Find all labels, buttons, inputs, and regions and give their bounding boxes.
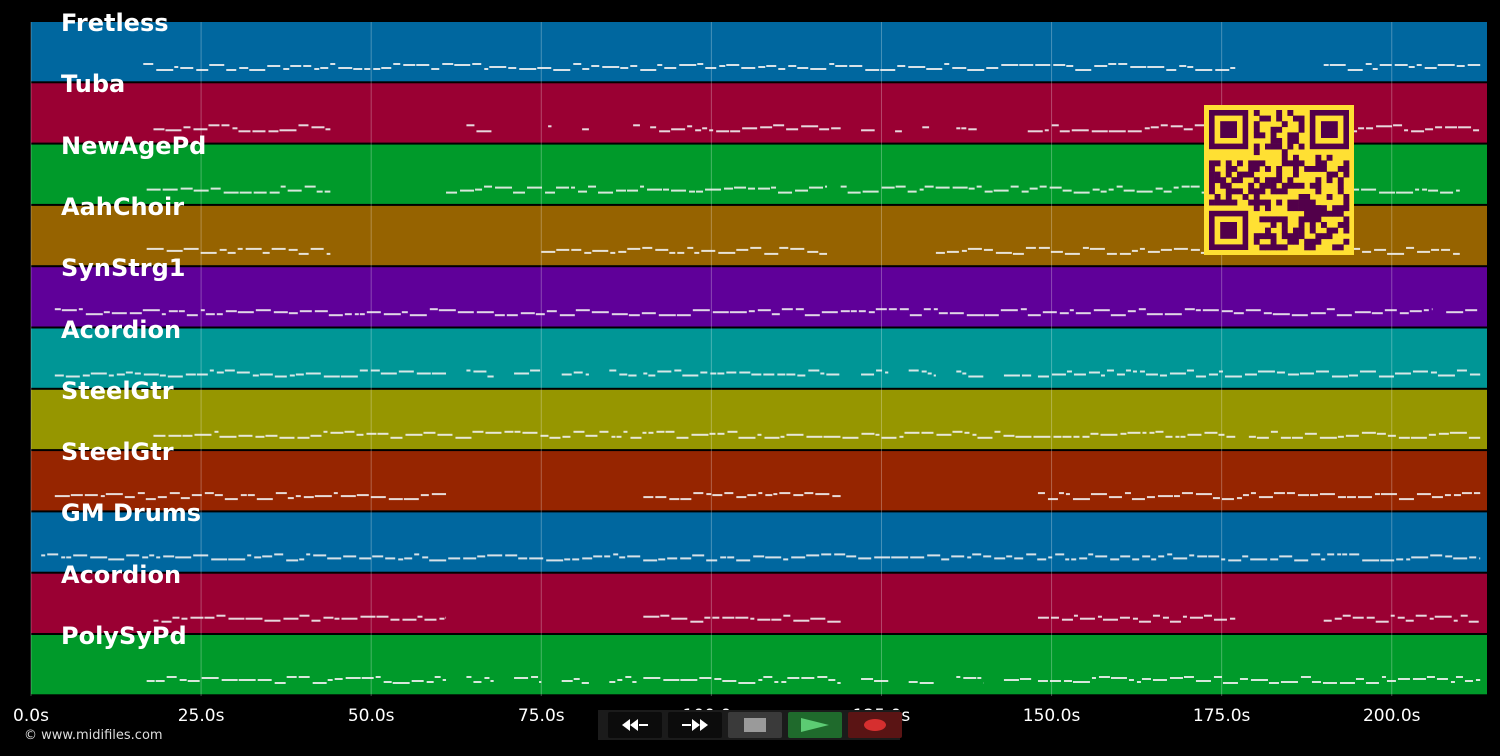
time-tick-label: 0.0s xyxy=(13,706,49,726)
track-lane xyxy=(31,512,1487,572)
note-run xyxy=(650,124,841,133)
track-lane xyxy=(31,573,1487,633)
track-name: AahChoir xyxy=(61,192,185,221)
note-run xyxy=(54,369,447,378)
note-run xyxy=(561,678,589,684)
stop-icon xyxy=(744,718,766,732)
note-run xyxy=(1248,430,1481,439)
track-name: Fretless xyxy=(61,9,169,37)
note-run xyxy=(54,492,447,501)
note-run xyxy=(609,369,637,377)
note-run xyxy=(840,185,1229,194)
note-run xyxy=(895,130,902,133)
note-run xyxy=(643,614,841,623)
note-run xyxy=(956,370,984,378)
track-name: GM Drums xyxy=(61,499,202,528)
track-name: PolySyPd xyxy=(61,622,187,650)
note-run xyxy=(922,126,930,129)
note-run xyxy=(153,614,447,623)
note-run xyxy=(643,676,841,684)
qr-code xyxy=(1204,105,1354,255)
track-name: SteelGtr xyxy=(61,438,174,467)
note-run xyxy=(956,127,977,131)
rewind-button[interactable] xyxy=(608,712,662,738)
note-run xyxy=(908,681,934,684)
copyright-notice: © www.midifiles.com xyxy=(24,728,163,743)
track-lane xyxy=(31,389,1487,450)
note-run xyxy=(446,185,828,194)
play-icon xyxy=(801,718,829,732)
note-run xyxy=(153,430,1236,439)
record-button[interactable] xyxy=(848,712,902,738)
note-run xyxy=(1037,369,1481,378)
note-run xyxy=(466,124,492,133)
note-run xyxy=(643,369,840,377)
note-run xyxy=(1037,676,1481,684)
note-run xyxy=(908,369,936,377)
note-run xyxy=(146,185,331,194)
note-run xyxy=(861,678,889,682)
note-run xyxy=(541,246,828,255)
track-name: Acordion xyxy=(61,560,182,589)
track-lane xyxy=(31,328,1487,388)
note-run xyxy=(54,308,1433,317)
note-run xyxy=(466,676,494,683)
fast-forward-icon xyxy=(682,719,708,731)
note-run xyxy=(861,129,875,132)
note-run xyxy=(1003,678,1032,681)
track-lane xyxy=(31,22,1487,82)
note-run xyxy=(582,128,589,131)
time-tick-label: 25.0s xyxy=(177,706,225,726)
note-run xyxy=(146,247,331,255)
note-run xyxy=(1037,614,1236,623)
note-run xyxy=(153,124,331,133)
time-tick-label: 175.0s xyxy=(1192,706,1251,726)
note-run xyxy=(561,371,589,376)
note-run xyxy=(41,553,1481,562)
note-run xyxy=(548,125,552,128)
note-run xyxy=(1003,374,1032,377)
note-run xyxy=(1323,63,1481,71)
time-tick-label: 150.0s xyxy=(1022,706,1081,726)
note-run xyxy=(861,369,889,376)
stop-button[interactable] xyxy=(728,712,782,738)
note-run xyxy=(514,369,541,375)
note-run xyxy=(609,676,637,683)
note-run xyxy=(1037,492,1481,501)
record-icon xyxy=(864,719,886,731)
note-run xyxy=(956,676,984,684)
note-run xyxy=(146,676,447,684)
time-grid xyxy=(30,22,1393,696)
note-run xyxy=(1446,309,1481,314)
track-name: Acordion xyxy=(61,315,182,344)
note-run xyxy=(466,369,494,378)
note-run xyxy=(633,124,640,127)
note-run xyxy=(143,63,1236,71)
play-button[interactable] xyxy=(788,712,842,738)
note-run xyxy=(1323,614,1479,623)
time-tick-label: 200.0s xyxy=(1362,706,1421,726)
time-tick-label: 75.0s xyxy=(517,706,565,726)
track-lane xyxy=(31,451,1487,511)
rewind-icon xyxy=(622,719,648,731)
track-name: NewAgePd xyxy=(61,131,207,160)
time-tick-label: 50.0s xyxy=(347,706,395,726)
track-lane xyxy=(31,635,1487,695)
track-name: SteelGtr xyxy=(61,376,174,405)
note-run xyxy=(514,676,542,683)
track-lane xyxy=(31,267,1487,327)
track-name: Tuba xyxy=(61,70,126,99)
note-run xyxy=(643,492,841,501)
transport-bar xyxy=(598,710,902,740)
fast-forward-button[interactable] xyxy=(668,712,722,738)
track-name: SynStrg1 xyxy=(61,254,186,283)
